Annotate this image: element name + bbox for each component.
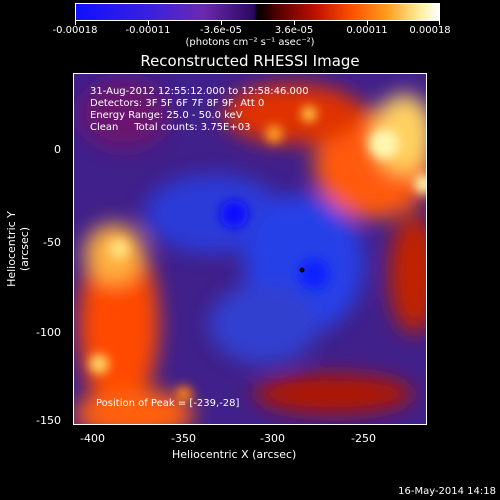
info-clean: Clean Total counts: 3.75E+03: [90, 122, 251, 133]
colorbar-label: -0.00018: [52, 25, 98, 36]
info-energy: Energy Range: 25.0 - 50.0 keV: [90, 110, 243, 121]
colorbar-label: 0.00018: [409, 25, 451, 36]
y-tick-label: 0: [54, 143, 61, 156]
colorbar: [75, 3, 440, 21]
y-tick-label: -150: [36, 414, 61, 427]
footer-date: 16-May-2014 14:18: [398, 486, 496, 497]
image-title: Reconstructed RHESSI Image: [140, 52, 360, 70]
image-info: 31-Aug-2012 12:55:12.000 to 12:58:46.000…: [90, 86, 309, 134]
info-detectors: Detectors: 3F 5F 6F 7F 8F 9F, Att 0: [90, 98, 265, 109]
rhessi-image-pixels: [74, 74, 426, 424]
colorbar-units: (photons cm⁻² s⁻¹ asec⁻²): [185, 37, 315, 48]
colorbar-label: 0.00011: [346, 25, 388, 36]
colorbar-label: -3.6e-05: [200, 25, 242, 36]
y-axis-label: Heliocentric Y (arcsec): [5, 211, 31, 287]
colorbar-label: 3.6e-05: [274, 25, 314, 36]
x-tick-label: -350: [171, 432, 196, 445]
colorbar-label: -0.00011: [125, 25, 171, 36]
peak-marker: [299, 267, 305, 273]
rhessi-image: [73, 73, 427, 425]
y-tick-label: -50: [43, 236, 61, 249]
x-axis-label: Heliocentric X (arcsec): [172, 448, 297, 461]
x-tick-label: -300: [260, 432, 285, 445]
x-tick-label: -400: [80, 432, 105, 445]
x-tick-label: -250: [351, 432, 376, 445]
peak-position: Position of Peak = [-239,-28]: [96, 398, 240, 409]
y-tick-label: -100: [36, 326, 61, 339]
info-time: 31-Aug-2012 12:55:12.000 to 12:58:46.000: [90, 86, 309, 97]
